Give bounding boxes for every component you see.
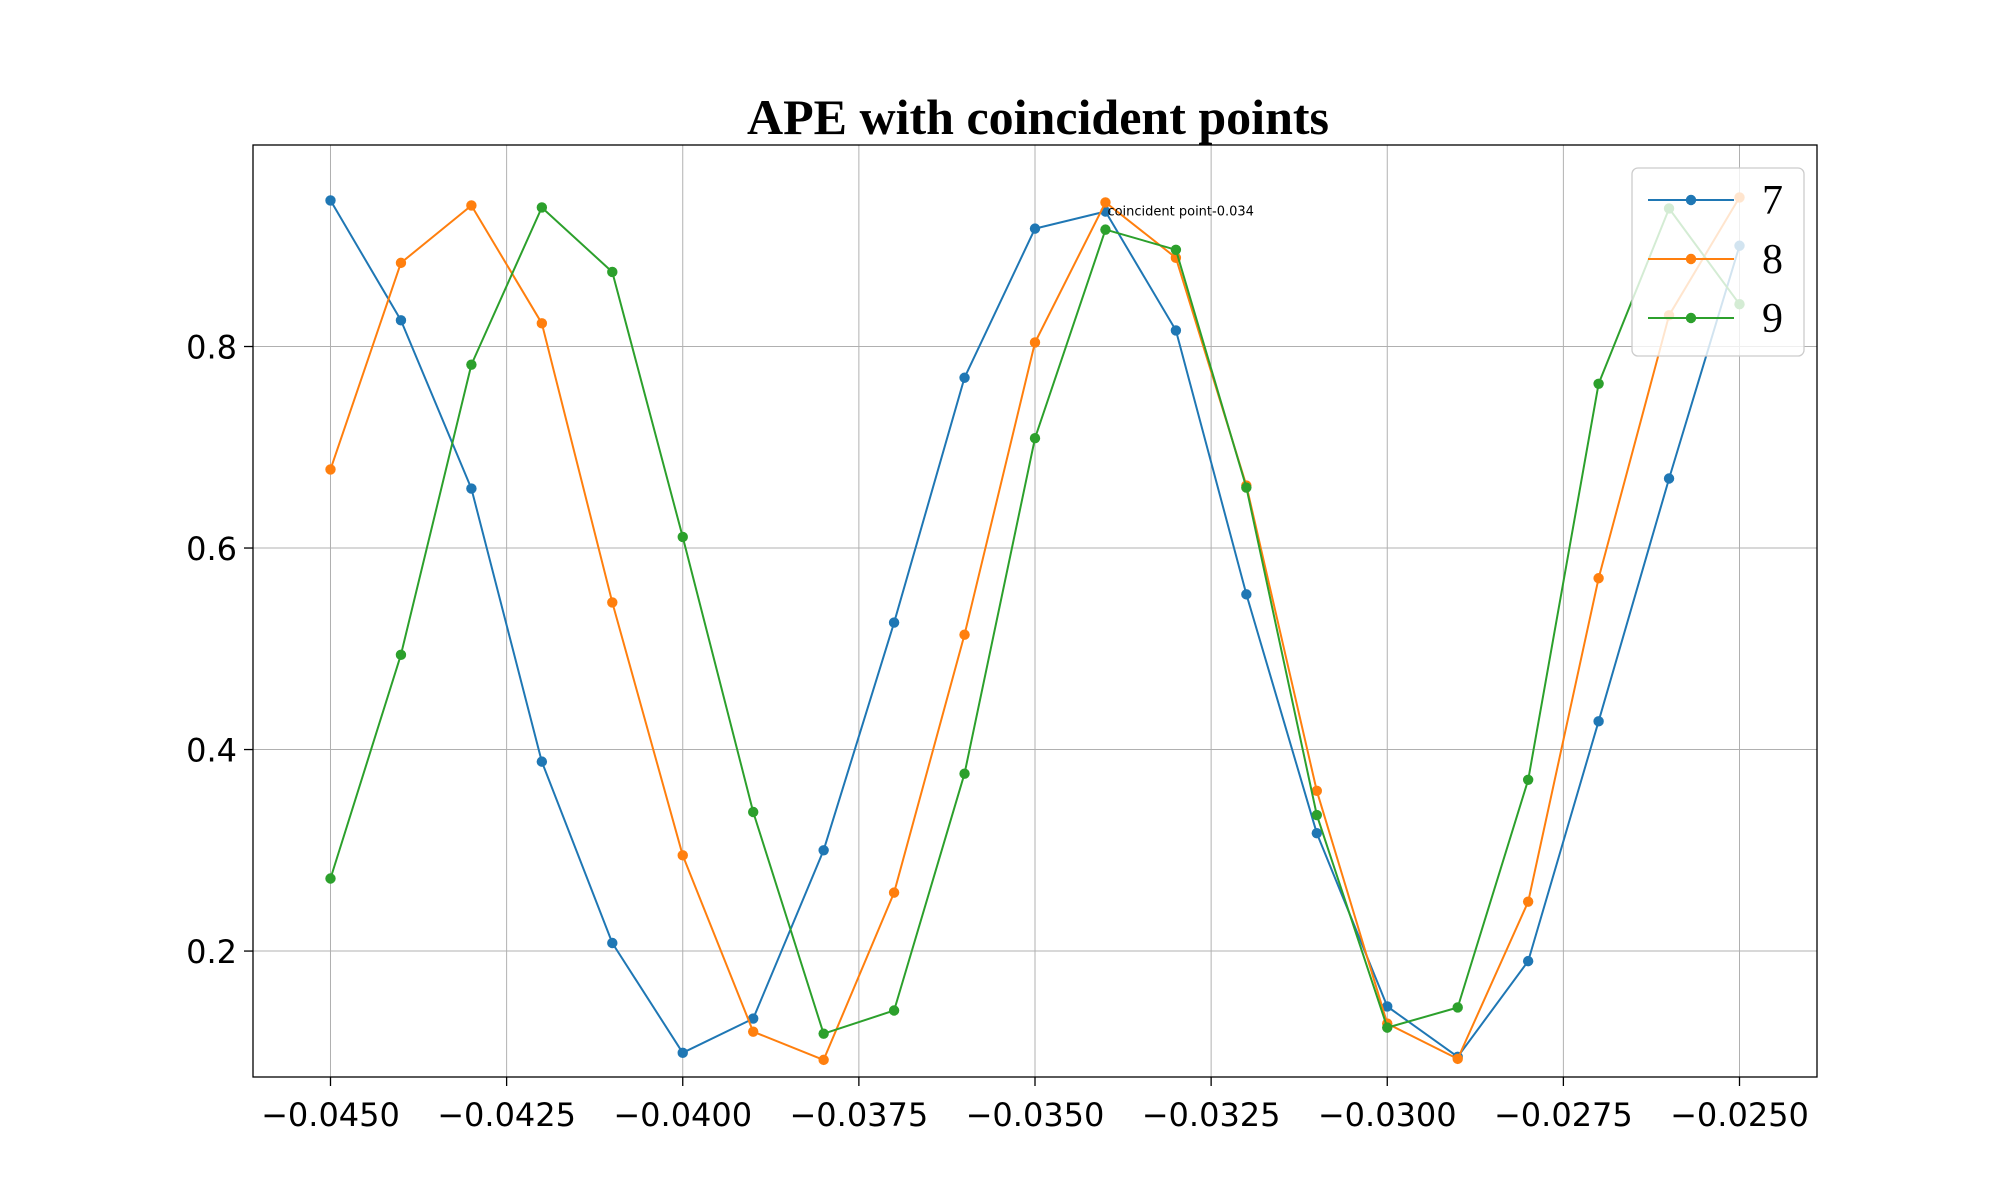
x-tick-label: −0.0300	[1318, 1096, 1457, 1134]
data-point	[1382, 1001, 1393, 1012]
x-tick-label: −0.0400	[613, 1096, 752, 1134]
data-point	[1029, 223, 1041, 234]
legend-marker	[1685, 312, 1697, 324]
y-tick-label: 0.2	[186, 933, 237, 971]
annotation: coincident point-0.034	[1107, 204, 1254, 219]
data-point	[1241, 482, 1252, 493]
data-point	[1170, 325, 1182, 336]
data-point	[607, 266, 618, 278]
x-tick-label: −0.0375	[789, 1096, 928, 1134]
data-point	[1593, 378, 1604, 389]
annotations: coincident point-0.034	[1107, 204, 1254, 219]
data-point	[888, 1005, 900, 1016]
data-point	[607, 937, 618, 949]
data-point	[1382, 1022, 1393, 1033]
data-point	[677, 1047, 688, 1059]
x-tick-label: −0.0275	[1494, 1096, 1633, 1134]
data-point	[818, 1028, 829, 1039]
data-point	[1311, 785, 1323, 797]
data-point	[607, 597, 618, 608]
data-point	[466, 483, 477, 494]
legend-item: 7	[1648, 178, 1783, 224]
data-point	[536, 202, 548, 213]
data-point	[1029, 433, 1041, 444]
data-point	[536, 318, 548, 329]
data-point	[747, 1026, 759, 1037]
data-point	[1100, 197, 1111, 208]
x-tick-label: −0.0325	[1142, 1096, 1281, 1134]
data-point	[1452, 1053, 1463, 1065]
legend-marker	[1685, 194, 1697, 206]
data-point	[1593, 716, 1604, 727]
x-tick-label: −0.0250	[1670, 1096, 1809, 1134]
legend-label: 7	[1762, 178, 1783, 224]
data-point	[959, 629, 970, 640]
data-point	[888, 887, 900, 898]
data-point	[1522, 955, 1534, 967]
legend: 7 8 9	[1631, 167, 1805, 357]
y-tick-label: 0.6	[186, 530, 237, 568]
x-tick-label: −0.0350	[966, 1096, 1105, 1134]
data-point	[1452, 1002, 1463, 1013]
ticks: −0.0450 −0.0425 −0.0400 −0.0375 −0.0350 −0.03…	[186, 329, 1809, 1134]
data-point	[818, 1054, 829, 1066]
data-point	[395, 315, 407, 326]
data-point	[395, 649, 407, 661]
y-tick-label: 0.4	[186, 732, 237, 770]
data-point	[959, 372, 970, 383]
x-tick-label: −0.0450	[261, 1096, 400, 1134]
data-point	[1311, 827, 1323, 839]
series-7	[325, 195, 1745, 1063]
data-point	[1522, 774, 1534, 785]
data-point	[466, 200, 477, 211]
data-point	[818, 845, 829, 856]
data-point	[1663, 473, 1675, 484]
data-point	[959, 768, 970, 779]
y-tick-label: 0.8	[186, 329, 237, 367]
legend-item: 8	[1648, 237, 1783, 283]
data-point	[1522, 896, 1534, 907]
legend-label: 9	[1762, 296, 1783, 342]
data-point	[1241, 589, 1252, 600]
data-point	[677, 531, 688, 543]
data-point	[677, 850, 688, 861]
data-point	[1029, 337, 1041, 348]
data-point	[1311, 809, 1323, 821]
data-point	[325, 464, 336, 475]
data-point	[888, 617, 900, 628]
data-point	[1170, 244, 1182, 255]
data-point	[1593, 573, 1604, 584]
grid	[253, 145, 1817, 1077]
legend-label: 8	[1762, 237, 1783, 283]
data-point	[395, 257, 407, 269]
legend-marker	[1685, 253, 1697, 265]
data-point	[747, 806, 759, 818]
legend-item: 9	[1648, 296, 1783, 342]
chart-title: APE with coincident points	[747, 89, 1329, 145]
data-point	[325, 195, 336, 206]
data-point	[1100, 224, 1111, 235]
data-point	[325, 873, 336, 884]
legend-box	[1631, 167, 1805, 357]
data-point	[536, 756, 548, 767]
x-tick-label: −0.0425	[437, 1096, 576, 1134]
data-point	[747, 1013, 759, 1024]
data-point	[466, 359, 477, 370]
